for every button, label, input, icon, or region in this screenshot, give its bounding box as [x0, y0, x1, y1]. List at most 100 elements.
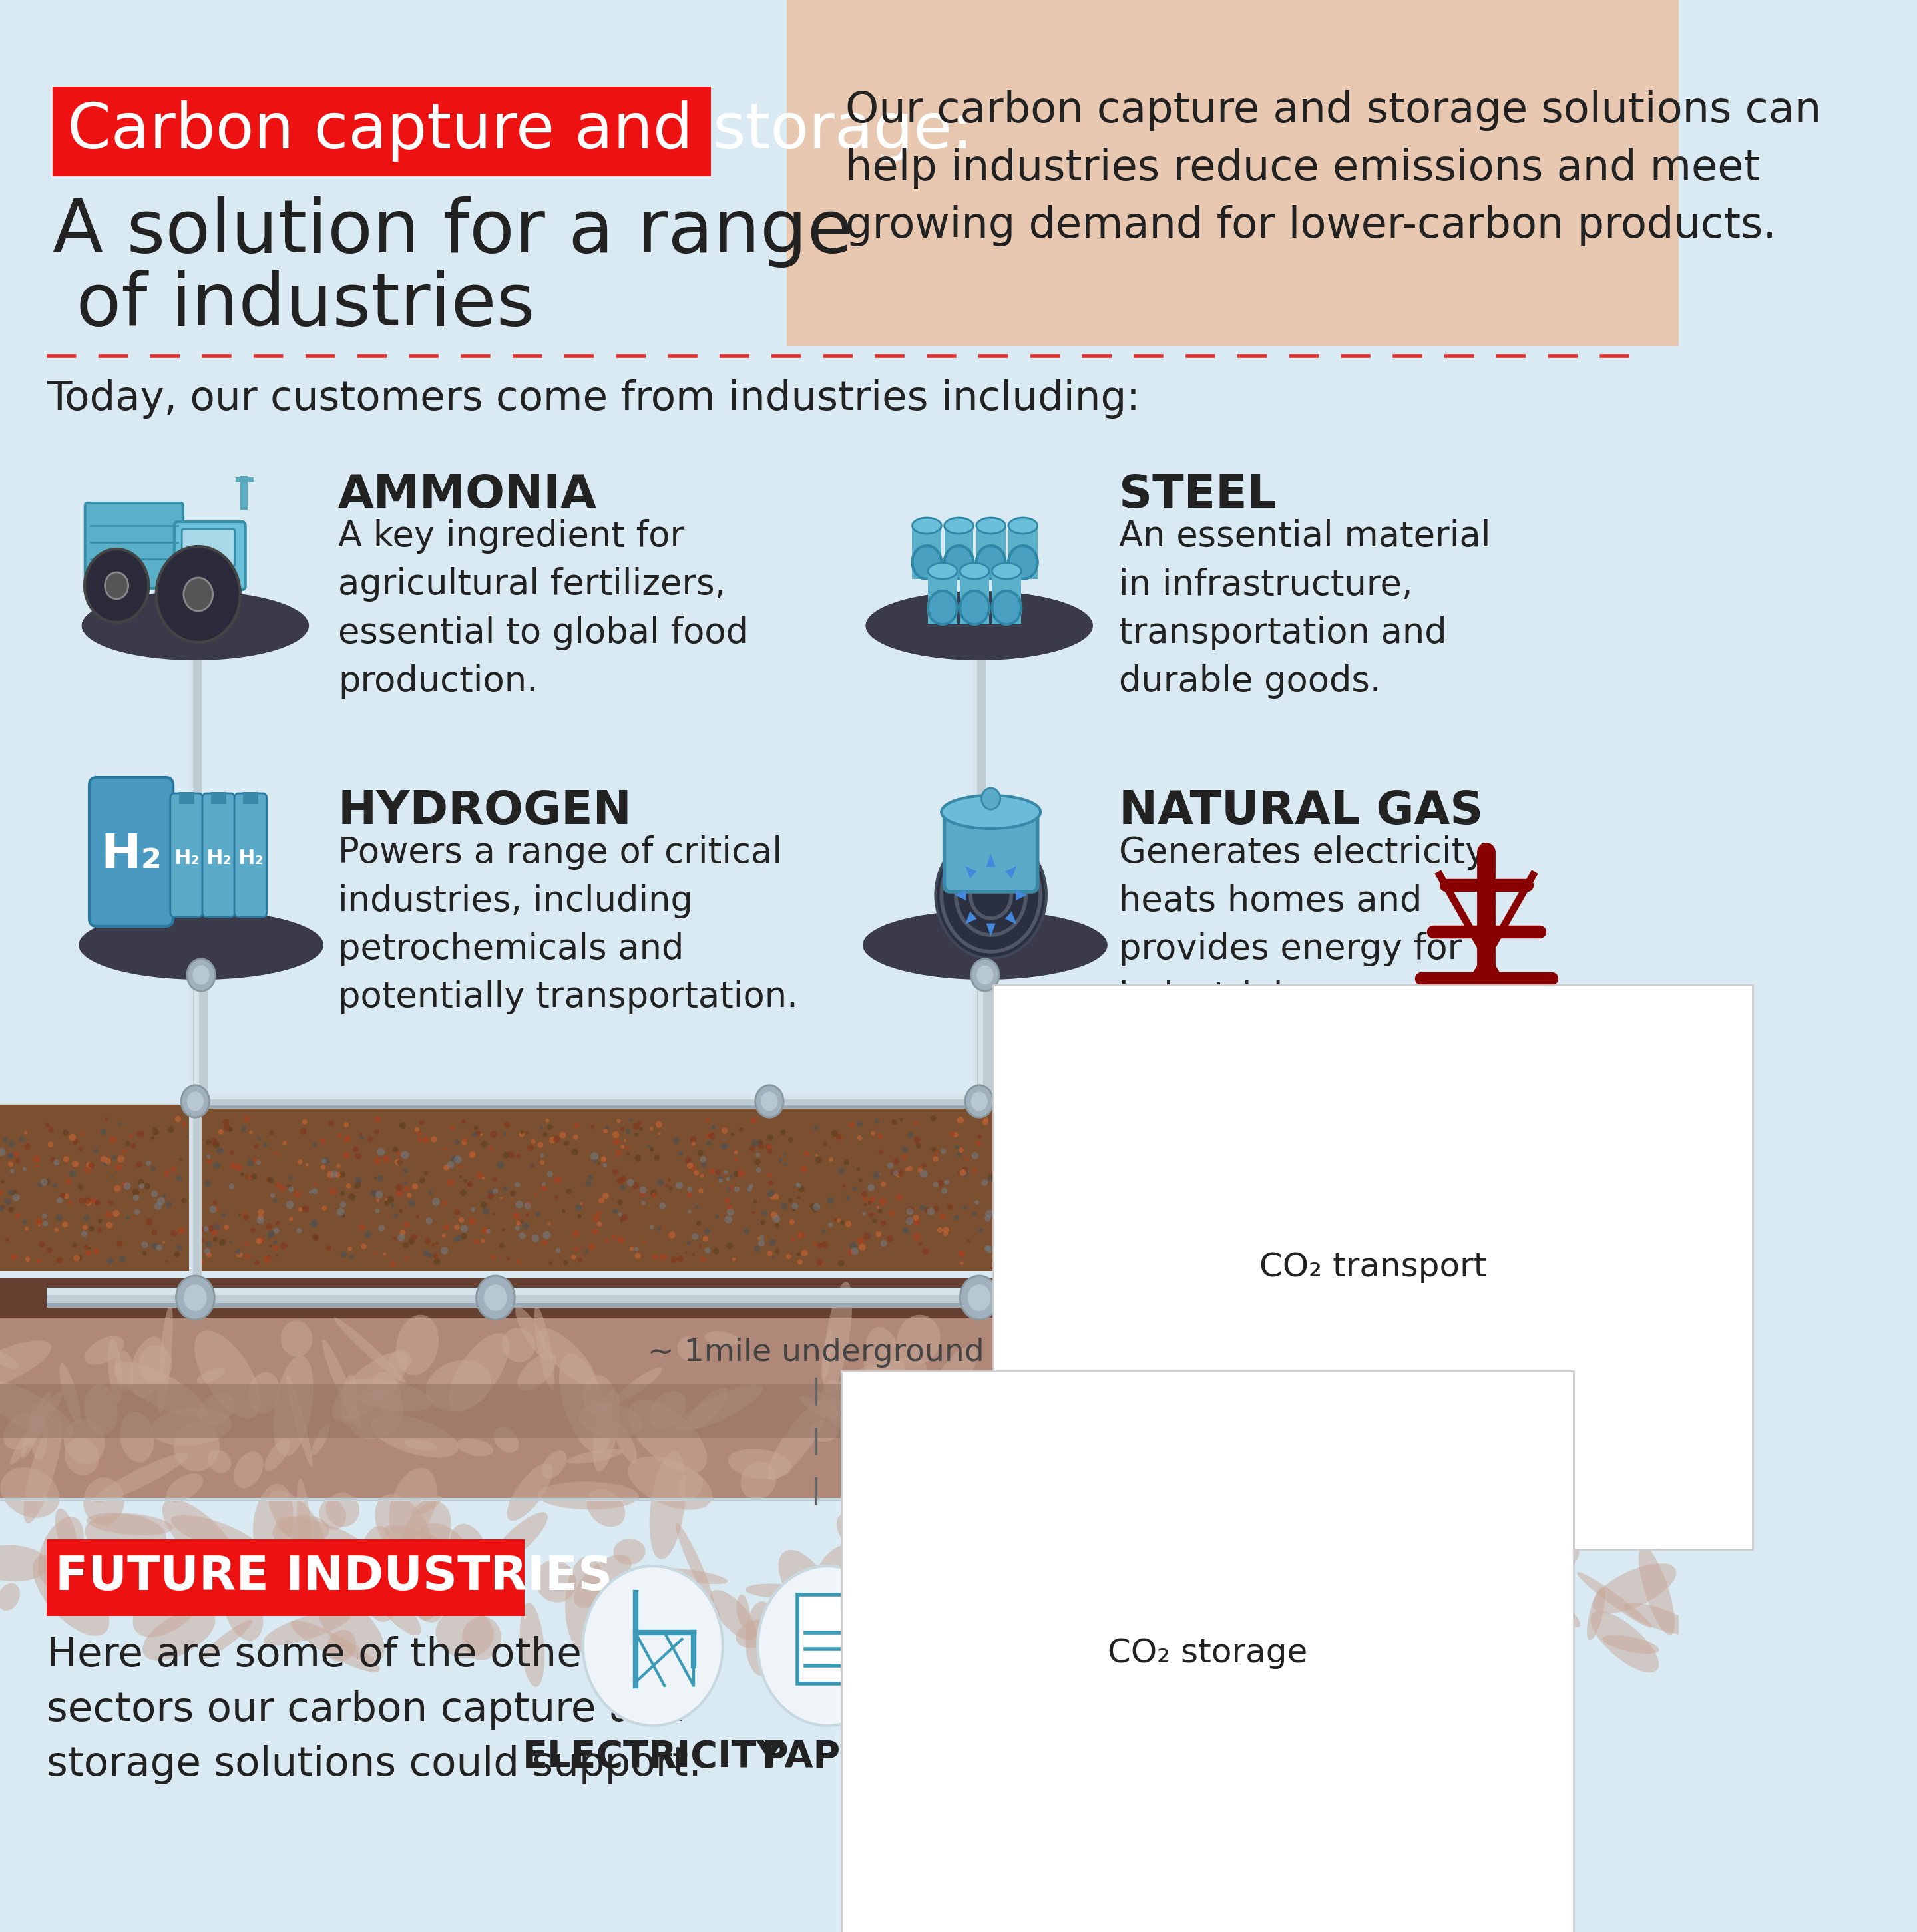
Point	[479, 1175, 510, 1206]
Ellipse shape	[1332, 1378, 1367, 1406]
Point	[619, 1171, 650, 1202]
Point	[518, 1150, 548, 1180]
Point	[1210, 1204, 1240, 1235]
Point	[525, 1113, 556, 1144]
Point	[590, 1150, 621, 1180]
Point	[211, 1113, 242, 1144]
Ellipse shape	[1332, 1540, 1367, 1561]
Ellipse shape	[928, 591, 957, 624]
Point	[1075, 1165, 1106, 1196]
Point	[1229, 1240, 1259, 1271]
Point	[656, 1219, 686, 1250]
Text: PAPER: PAPER	[761, 1739, 893, 1776]
Ellipse shape	[82, 591, 309, 661]
Ellipse shape	[537, 1482, 638, 1509]
Point	[161, 1215, 192, 1246]
Circle shape	[1388, 1285, 1411, 1312]
Point	[558, 1242, 589, 1273]
Point	[648, 1190, 679, 1221]
Point	[255, 1217, 286, 1248]
Point	[506, 1117, 537, 1148]
FancyBboxPatch shape	[1309, 1631, 1340, 1662]
Ellipse shape	[613, 1424, 636, 1463]
Point	[1662, 1148, 1693, 1179]
Point	[36, 1115, 67, 1146]
Point	[159, 1153, 190, 1184]
Point	[1367, 1144, 1397, 1175]
Point	[322, 1159, 353, 1190]
Ellipse shape	[943, 1549, 1014, 1598]
Point	[1513, 1209, 1543, 1240]
Point	[1363, 1142, 1394, 1173]
Point	[1409, 1198, 1440, 1229]
Point	[1597, 1182, 1628, 1213]
Ellipse shape	[276, 1517, 370, 1557]
Point	[1307, 1211, 1338, 1242]
FancyBboxPatch shape	[46, 1289, 1620, 1294]
Ellipse shape	[1273, 1522, 1294, 1546]
Point	[1091, 1186, 1121, 1217]
Point	[1514, 1184, 1545, 1215]
Point	[1148, 1115, 1179, 1146]
Point	[1386, 1190, 1417, 1221]
Polygon shape	[966, 912, 976, 923]
Point	[1394, 1190, 1424, 1221]
Point	[753, 1132, 784, 1163]
Ellipse shape	[629, 1401, 707, 1474]
Ellipse shape	[746, 1602, 778, 1675]
Point	[437, 1113, 468, 1144]
Point	[1620, 1192, 1651, 1223]
Point	[1095, 1171, 1125, 1202]
Point	[947, 1157, 978, 1188]
Point	[447, 1204, 477, 1235]
Point	[1597, 1150, 1628, 1180]
FancyBboxPatch shape	[196, 1094, 769, 1109]
Point	[638, 1180, 669, 1211]
Point	[1447, 1221, 1478, 1252]
Point	[1231, 1248, 1261, 1279]
Point	[360, 1180, 391, 1211]
Point	[1631, 1146, 1662, 1177]
Point	[1444, 1173, 1474, 1204]
Point	[598, 1221, 629, 1252]
Point	[1367, 1209, 1397, 1240]
Ellipse shape	[322, 1339, 362, 1430]
Text: CO₂ storage: CO₂ storage	[1108, 1636, 1307, 1669]
Point	[901, 1206, 932, 1236]
Point	[686, 1159, 717, 1190]
Point	[364, 1163, 395, 1194]
Point	[1231, 1235, 1261, 1265]
Point	[48, 1180, 79, 1211]
Point	[1024, 1188, 1054, 1219]
Point	[1409, 1119, 1440, 1150]
Circle shape	[970, 1092, 987, 1111]
Ellipse shape	[1233, 1588, 1277, 1644]
Point	[0, 1124, 21, 1155]
Point	[410, 1238, 441, 1269]
Text: DATA
CENTERS: DATA CENTERS	[909, 1739, 1097, 1816]
Circle shape	[1340, 1665, 1376, 1706]
Point	[755, 1238, 786, 1269]
Point	[180, 1175, 211, 1206]
Point	[1271, 1148, 1302, 1179]
Point	[1244, 1184, 1275, 1215]
Point	[663, 1171, 694, 1202]
FancyBboxPatch shape	[972, 655, 985, 1101]
Ellipse shape	[543, 1451, 567, 1478]
Point	[1574, 1173, 1605, 1204]
Point	[1361, 1167, 1392, 1198]
Point	[38, 1144, 69, 1175]
Point	[1292, 1248, 1323, 1279]
Point	[1518, 1165, 1549, 1196]
Ellipse shape	[1016, 1393, 1104, 1426]
Point	[1591, 1173, 1622, 1204]
Point	[1351, 1229, 1382, 1260]
Point	[886, 1157, 916, 1188]
Point	[355, 1124, 385, 1155]
Point	[621, 1111, 652, 1142]
Point	[1275, 1126, 1305, 1157]
Ellipse shape	[84, 1337, 125, 1364]
Ellipse shape	[389, 1468, 437, 1542]
Ellipse shape	[993, 591, 1022, 624]
Point	[1100, 1153, 1131, 1184]
